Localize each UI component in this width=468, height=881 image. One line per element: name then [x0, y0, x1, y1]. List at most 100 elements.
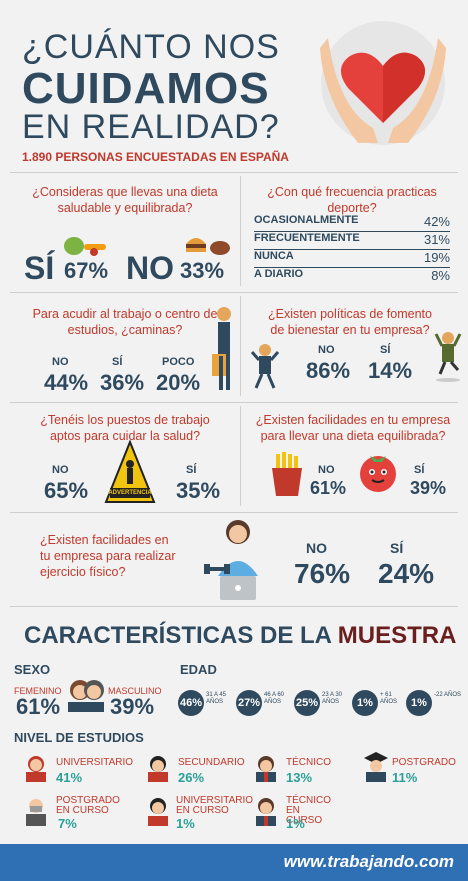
male-label: MASCULINO — [108, 686, 162, 696]
title-line-3: EN REALIDAD? — [22, 108, 280, 146]
diet-no-label: NO — [126, 250, 174, 286]
sport-row: NUNCA 19% — [254, 250, 450, 268]
divider — [240, 406, 241, 506]
education-value: 11% — [392, 770, 418, 785]
exercise-yes-label: SÍ — [390, 540, 404, 556]
education-value: 26% — [178, 770, 205, 785]
education-label: POSTGRADO — [392, 757, 456, 768]
title-line-2: CUIDAMOS — [22, 64, 270, 113]
age-value-circle: 27% — [236, 690, 262, 716]
diet-yes-value: 67% — [64, 258, 109, 283]
education-title: NIVEL DE ESTUDIOS — [14, 730, 144, 745]
exercise-no-label: NO — [306, 540, 327, 556]
age-value-circle: 46% — [178, 690, 204, 716]
technician-icon — [252, 754, 280, 782]
workplace-yes-value: 35% — [176, 478, 221, 503]
young-man-icon — [144, 796, 172, 826]
male-value: 39% — [110, 694, 155, 719]
sample-title-b: MUESTRA — [337, 622, 457, 649]
age-range: 46 A 60 AÑOS — [264, 692, 285, 705]
age-title: EDAD — [180, 662, 217, 677]
walk-no-label: NO — [52, 356, 69, 368]
company-diet-yes-value: 39% — [410, 478, 447, 498]
sample-title: CARACTERÍSTICAS DE LA MUESTRA — [24, 622, 456, 650]
divider — [10, 512, 458, 513]
sport-row-value: 8% — [431, 268, 450, 283]
policies-yes-value: 14% — [368, 358, 413, 383]
education-label: TÉCNICO EN CURSO — [286, 795, 331, 826]
divider — [240, 176, 241, 286]
walk-little-label: POCO — [162, 356, 195, 368]
sport-question: ¿Con qué frecuencia practicas deporte? — [267, 185, 437, 215]
workplace-no-value: 65% — [44, 478, 89, 503]
diet-question: ¿Consideras que llevas una dieta saludab… — [32, 185, 218, 215]
diet-no-value: 33% — [180, 258, 225, 283]
education-label: POSTGRADO EN CURSO — [56, 795, 120, 816]
company-diet-no-label: NO — [318, 464, 335, 476]
age-range: 23 A 30 AÑOS — [322, 692, 343, 705]
technician-trainee-icon — [252, 796, 280, 826]
walk-yes-label: SÍ — [112, 356, 123, 368]
sex-title: SEXO — [14, 662, 51, 677]
sport-row-value: 19% — [423, 250, 450, 265]
exercise-no-value: 76% — [294, 558, 351, 589]
age-value-circle: 1% — [406, 690, 432, 716]
businessman-falling-icon — [250, 342, 280, 390]
walking-woman-icon — [208, 304, 238, 394]
sport-row: FRECUENTEMENTE 31% — [254, 232, 450, 250]
sport-row-label: A DIARIO — [254, 268, 304, 280]
jumping-man-icon — [434, 330, 462, 384]
sport-row-label: NUNCA — [254, 250, 294, 262]
graduate-icon — [362, 752, 390, 782]
walk-yes-value: 36% — [100, 370, 145, 395]
sport-row-value: 31% — [423, 232, 450, 247]
education-value: 7% — [58, 816, 77, 831]
burger-icon — [182, 232, 232, 258]
age-range: -22 AÑOS — [434, 692, 462, 698]
education-value: 13% — [286, 770, 313, 785]
sport-row: A DIARIO 8% — [254, 268, 450, 286]
hands-heart-illustration — [318, 18, 448, 148]
salad-icon — [60, 234, 108, 258]
exercise-yes-value: 24% — [378, 558, 435, 589]
couple-icon — [66, 676, 106, 712]
workplace-question: ¿Tenéis los puestos de trabajo aptos par… — [40, 413, 210, 443]
age-range: + 61 AÑOS — [380, 692, 398, 705]
tomato-icon — [354, 448, 402, 496]
warning-sign-text: ADVERTENCIA — [108, 490, 152, 496]
policies-yes-label: SÍ — [380, 344, 391, 356]
footer-site-link[interactable]: www.trabajando.com — [283, 852, 454, 871]
exercise-question: ¿Existen facilidades en tu empresa para … — [40, 533, 176, 579]
education-value: 41% — [56, 770, 83, 785]
walk-no-value: 44% — [44, 370, 89, 395]
female-value: 61% — [16, 694, 61, 719]
warning-sign-icon — [102, 439, 158, 506]
company-diet-yes-label: SÍ — [414, 464, 425, 476]
footer-bar — [0, 844, 468, 881]
student-icon — [22, 754, 50, 782]
female-label: FEMENINO — [14, 686, 62, 696]
secondary-student-icon — [144, 754, 172, 782]
workplace-no-label: NO — [52, 464, 69, 476]
subtitle: 1.890 PERSONAS ENCUESTADAS EN ESPAÑA — [22, 150, 289, 164]
workplace-yes-label: SÍ — [186, 464, 197, 476]
sport-row: OCASIONALMENTE 42% — [254, 214, 450, 232]
education-value: 1% — [286, 816, 305, 831]
bald-man-icon — [22, 796, 50, 826]
policies-question: ¿Existen políticas de fomento de bienest… — [268, 307, 432, 337]
policies-no-value: 86% — [306, 358, 351, 383]
sport-row-label: FRECUENTEMENTE — [254, 232, 360, 244]
divider — [10, 402, 458, 403]
education-label: SECUNDARIO — [178, 757, 245, 768]
title-line-1: ¿CUÁNTO NOS — [22, 28, 280, 66]
divider — [10, 292, 458, 293]
age-range: 31 A 45 AÑOS — [206, 692, 227, 705]
sample-title-a: CARACTERÍSTICAS DE LA — [24, 622, 332, 649]
company-diet-question: ¿Existen facilidades en tu empresa para … — [255, 413, 451, 443]
education-label: TÉCNICO — [286, 757, 331, 768]
woman-laptop-dumbbell-icon — [200, 516, 276, 602]
diet-yes-label: SÍ — [24, 250, 55, 286]
age-value-circle: 1% — [352, 690, 378, 716]
walk-little-value: 20% — [156, 370, 201, 395]
age-value-circle: 25% — [294, 690, 320, 716]
